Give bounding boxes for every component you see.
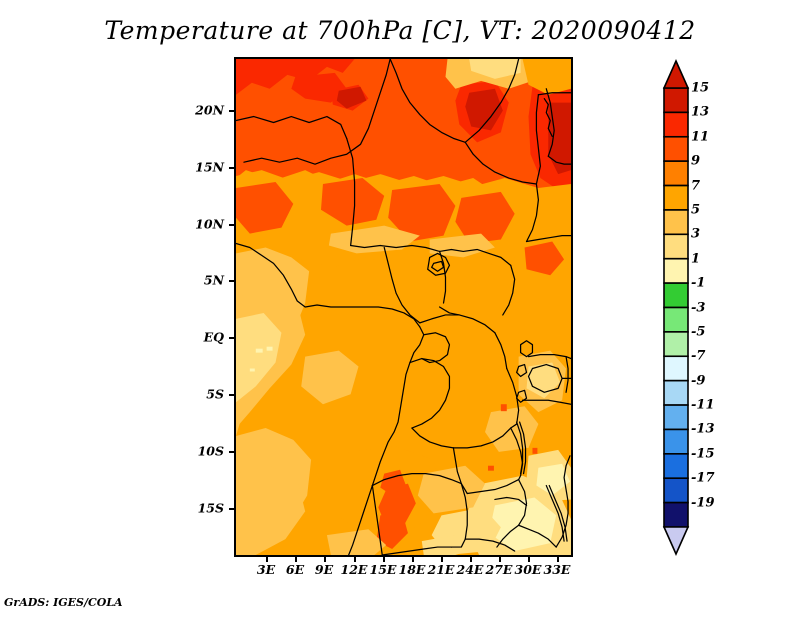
colorbar-top-arrow xyxy=(662,59,690,89)
y-tick-label-20N: 20N xyxy=(195,102,224,118)
colorbar-band xyxy=(663,135,689,162)
colorbar-band xyxy=(663,331,689,358)
y-tick-mark xyxy=(229,224,234,226)
colorbar-band xyxy=(663,404,689,431)
y-tick-label-15N: 15N xyxy=(195,159,224,175)
temperature-field xyxy=(236,59,571,555)
x-tick-label-24E: 24E xyxy=(456,562,484,577)
x-tick-label-18E: 18E xyxy=(398,562,426,577)
colorbar-tick-label: 7 xyxy=(691,178,701,194)
x-tick-label-33E: 33E xyxy=(543,562,571,577)
x-tick-label-21E: 21E xyxy=(427,562,455,577)
x-tick-label-9E: 9E xyxy=(314,562,334,577)
colorbar-band xyxy=(663,306,689,333)
x-tick-mark xyxy=(324,557,326,562)
colorbar-band xyxy=(663,111,689,138)
colorbar-band xyxy=(663,257,689,284)
colorbar-band xyxy=(663,209,689,236)
y-tick-label-5N: 5N xyxy=(203,272,224,288)
colorbar-tick-label: 13 xyxy=(691,104,710,120)
colorbar-bottom-arrow xyxy=(662,526,690,556)
colorbar-band xyxy=(663,379,689,406)
colorbar-tick-label: -17 xyxy=(691,470,715,486)
y-tick-label-10S: 10S xyxy=(197,443,224,459)
x-tick-label-30E: 30E xyxy=(514,562,542,577)
y-tick-mark xyxy=(229,508,234,510)
colorbar-band xyxy=(663,160,689,187)
y-tick-label-10N: 10N xyxy=(195,216,224,232)
colorbar-tick-label: -5 xyxy=(691,324,706,340)
colorbar-band xyxy=(663,355,689,382)
y-tick-mark xyxy=(229,337,234,339)
colorbar-band xyxy=(663,501,689,528)
colorbar-band xyxy=(663,184,689,211)
x-tick-label-12E: 12E xyxy=(340,562,368,577)
x-tick-mark xyxy=(441,557,443,562)
colorbar-band xyxy=(663,453,689,480)
x-tick-mark xyxy=(295,557,297,562)
colorbar-tick-label: -1 xyxy=(691,275,706,291)
colorbar-tick-label: 11 xyxy=(691,129,710,145)
map-plot-area xyxy=(234,57,573,557)
colorbar-band xyxy=(663,87,689,114)
colorbar-band xyxy=(663,477,689,504)
x-tick-mark xyxy=(557,557,559,562)
x-tick-label-6E: 6E xyxy=(285,562,305,577)
y-tick-label-15S: 15S xyxy=(197,500,224,516)
colorbar-tick-label: 5 xyxy=(691,202,701,218)
colorbar-band xyxy=(663,282,689,309)
x-tick-label-27E: 27E xyxy=(485,562,513,577)
y-axis: 20N 15N 10N 5N EQ 5S 10S 15S xyxy=(0,0,234,618)
colorbar: 15 13 11 9 7 5 3 1 -1 -3 -5 -7 -9 -11 -13 -15 -17 -19 xyxy=(655,55,800,560)
colorbar-tick-label: 9 xyxy=(691,153,701,169)
y-tick-mark xyxy=(229,394,234,396)
colorbar-tick-label: -19 xyxy=(691,495,715,511)
colorbar-tick-label: -13 xyxy=(691,421,715,437)
x-tick-label-15E: 15E xyxy=(369,562,397,577)
attribution: GrADS: IGES/COLA xyxy=(4,596,123,609)
y-tick-label-EQ: EQ xyxy=(203,329,224,345)
y-tick-mark xyxy=(229,110,234,112)
colorbar-tick-label: -9 xyxy=(691,373,706,389)
colorbar-tick-label: -15 xyxy=(691,446,715,462)
y-tick-mark xyxy=(229,167,234,169)
x-tick-mark xyxy=(266,557,268,562)
colorbar-tick-label: -11 xyxy=(691,397,715,413)
y-tick-label-5S: 5S xyxy=(206,386,224,402)
colorbar-tick-label: 3 xyxy=(691,226,701,242)
x-tick-mark xyxy=(499,557,501,562)
y-tick-mark xyxy=(229,280,234,282)
x-tick-mark xyxy=(528,557,530,562)
page-title: Temperature at 700hPa [C], VT: 202009041… xyxy=(104,16,696,45)
colorbar-band xyxy=(663,428,689,455)
y-tick-mark xyxy=(229,451,234,453)
colorbar-tick-label: 1 xyxy=(691,251,701,267)
colorbar-tick-label: -3 xyxy=(691,300,706,315)
colorbar-band xyxy=(663,233,689,260)
x-tick-mark xyxy=(412,557,414,562)
colorbar-swatches xyxy=(662,59,690,556)
x-tick-label-3E: 3E xyxy=(256,562,276,577)
x-tick-mark xyxy=(470,557,472,562)
colorbar-tick-label: -7 xyxy=(691,348,706,364)
x-tick-mark xyxy=(383,557,385,562)
colorbar-tick-label: 15 xyxy=(691,80,710,96)
x-tick-mark xyxy=(354,557,356,562)
